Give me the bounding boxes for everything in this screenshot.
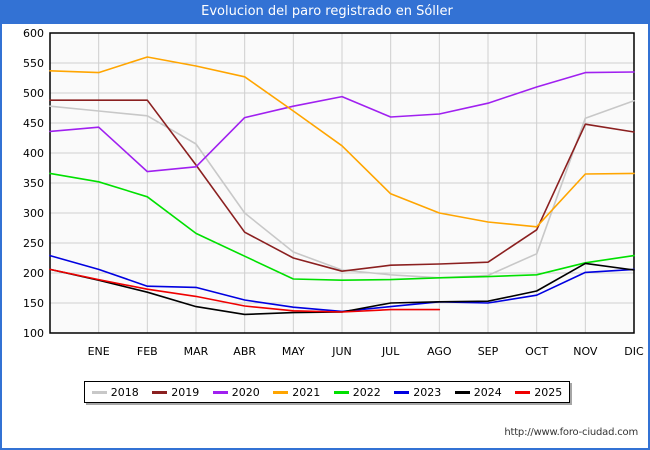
legend-swatch-icon bbox=[333, 390, 349, 394]
x-axis-tick-label: JUL bbox=[381, 345, 400, 358]
plot-frame bbox=[49, 32, 635, 334]
y-axis-tick-label: 350 bbox=[23, 177, 44, 190]
legend-label: 2024 bbox=[473, 385, 502, 399]
data-series-2022 bbox=[49, 172, 635, 282]
x-axis-tick-label: FEB bbox=[137, 345, 158, 358]
legend-item-2018[interactable]: 2018 bbox=[91, 385, 139, 399]
legend-item-2023[interactable]: 2023 bbox=[394, 386, 441, 399]
legend-label: 2021 bbox=[292, 385, 321, 399]
data-series-2018 bbox=[49, 100, 635, 279]
legend-label: 2018 bbox=[110, 385, 139, 399]
legend-label: 2023 bbox=[413, 385, 442, 399]
y-axis-tick-label: 550 bbox=[23, 57, 44, 70]
legend-swatch-icon bbox=[454, 390, 470, 394]
source-url: http://www.foro-ciudad.com bbox=[504, 427, 638, 438]
data-series-2020 bbox=[49, 71, 635, 173]
x-axis-tick-label: DIC bbox=[624, 345, 644, 358]
data-series-2019 bbox=[49, 99, 635, 272]
legend-item-2022[interactable]: 2022 bbox=[333, 385, 381, 399]
x-axis-tick-label: JUN bbox=[331, 345, 352, 358]
x-axis-tick-label: NOV bbox=[573, 345, 598, 358]
y-axis-tick-label: 250 bbox=[23, 237, 44, 250]
data-series-2021 bbox=[49, 56, 635, 228]
y-axis-tick-label: 600 bbox=[23, 27, 44, 40]
x-axis-tick-label: MAY bbox=[282, 345, 305, 358]
legend-item-2021[interactable]: 2021 bbox=[273, 386, 320, 399]
legend-item-2024[interactable]: 2024 bbox=[454, 385, 502, 399]
legend-swatch-icon bbox=[91, 390, 107, 394]
chart-legend: 2018 2019 2020 2021 2022 2023 2024 2025 bbox=[84, 381, 570, 403]
y-axis-tick-label: 100 bbox=[23, 327, 44, 340]
x-axis-tick-label: AGO bbox=[427, 345, 452, 358]
chart-plot-area: 100 150 200 250 300 350 400 450 500 550 600 ENE FEB M… bbox=[2, 24, 648, 364]
y-axis-tick-label: 200 bbox=[23, 267, 44, 280]
y-axis-tick-label: 450 bbox=[23, 117, 44, 130]
x-axis-tick-label: ENE bbox=[88, 345, 110, 358]
legend-item-2020[interactable]: 2020 bbox=[212, 385, 260, 399]
data-series-2025 bbox=[49, 268, 441, 313]
y-axis-tick-label: 300 bbox=[23, 207, 44, 220]
y-axis-tick-label: 400 bbox=[23, 147, 44, 160]
legend-item-2019[interactable]: 2019 bbox=[152, 386, 199, 399]
legend-label: 2025 bbox=[534, 385, 563, 399]
x-axis-tick-label: ABR bbox=[233, 345, 256, 358]
legend-swatch-icon bbox=[515, 390, 531, 394]
legend-label: 2019 bbox=[171, 385, 200, 399]
legend-item-2025[interactable]: 2025 bbox=[515, 386, 562, 399]
y-axis-tick-label: 500 bbox=[23, 87, 44, 100]
legend-label: 2022 bbox=[352, 385, 381, 399]
legend-swatch-icon bbox=[273, 390, 289, 394]
page-title: Evolucion del paro registrado en Sóller bbox=[2, 0, 648, 24]
legend-swatch-icon bbox=[212, 390, 228, 394]
x-axis-tick-label: OCT bbox=[525, 345, 548, 358]
line-chart-svg: 100 150 200 250 300 350 400 450 500 550 600 ENE FEB M… bbox=[23, 27, 644, 358]
x-axis-tick-label: SEP bbox=[478, 345, 499, 358]
legend-label: 2020 bbox=[231, 385, 260, 399]
legend-swatch-icon bbox=[394, 390, 410, 394]
y-axis-tick-label: 150 bbox=[23, 297, 44, 310]
x-axis-tick-label: MAR bbox=[184, 345, 209, 358]
legend-swatch-icon bbox=[152, 390, 168, 394]
